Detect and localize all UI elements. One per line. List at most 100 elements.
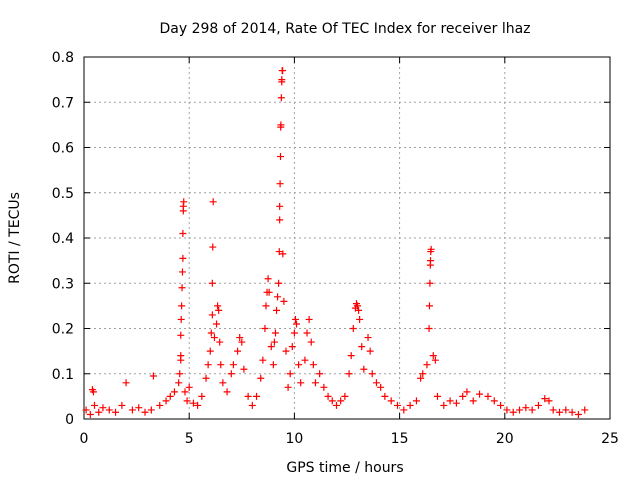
data-point [86, 410, 94, 418]
data-point [400, 406, 408, 414]
data-point [181, 388, 189, 396]
data-point [328, 397, 336, 405]
data-point [522, 404, 530, 412]
data-point [284, 383, 292, 391]
data-point [368, 370, 376, 378]
x-tick-label: 25 [601, 431, 619, 447]
data-point [282, 347, 290, 355]
data-point [180, 198, 188, 206]
data-point [278, 76, 286, 84]
data-point [179, 229, 187, 237]
data-point [206, 347, 214, 355]
data-point [345, 370, 353, 378]
data-point [214, 302, 222, 310]
y-tick-label: 0.3 [52, 276, 74, 292]
data-point [426, 279, 434, 287]
data-point [341, 392, 349, 400]
grid [84, 57, 610, 419]
data-point [274, 293, 282, 301]
data-point [178, 268, 186, 276]
data-point [227, 370, 235, 378]
x-axis: 0 5 10 15 20 25 [80, 57, 619, 447]
x-tick-label: 5 [185, 431, 194, 447]
data-point [372, 379, 380, 387]
data-point [320, 383, 328, 391]
data-point [269, 361, 277, 369]
x-tick-label: 20 [496, 431, 514, 447]
data-point [112, 408, 120, 416]
data-point [177, 315, 185, 323]
data-point [293, 320, 301, 328]
data-point [267, 343, 275, 351]
data-point [427, 245, 435, 253]
data-point [166, 392, 174, 400]
data-point [431, 356, 439, 364]
data-point [288, 343, 296, 351]
x-tick-label: 10 [285, 431, 303, 447]
data-point [244, 392, 252, 400]
data-point [490, 397, 498, 405]
data-point [406, 401, 414, 409]
data-point [177, 331, 185, 339]
data-point [162, 397, 170, 405]
data-point [297, 379, 305, 387]
data-point [417, 374, 425, 382]
data-point [215, 306, 223, 314]
data-point [279, 250, 287, 258]
data-point [503, 406, 511, 414]
data-point [516, 406, 524, 414]
data-point [419, 370, 427, 378]
data-point [273, 306, 281, 314]
data-point [236, 334, 244, 342]
data-point [277, 94, 285, 102]
data-point [189, 399, 197, 407]
data-point [311, 379, 319, 387]
data-point [276, 202, 284, 210]
data-point [332, 401, 340, 409]
y-tick-label: 0.5 [52, 186, 74, 202]
data-point [176, 370, 184, 378]
y-tick-label: 0 [65, 412, 74, 428]
data-point [99, 404, 107, 412]
data-point [149, 372, 157, 380]
data-point [528, 406, 536, 414]
data-point [105, 406, 113, 414]
chart-title: Day 298 of 2014, Rate Of TEC Index for r… [159, 21, 530, 37]
data-point [128, 406, 136, 414]
data-point [381, 392, 389, 400]
data-point [545, 397, 553, 405]
data-point [271, 329, 279, 337]
data-point [82, 406, 90, 414]
data-point [89, 388, 97, 396]
data-point [147, 406, 155, 414]
data-point [574, 410, 582, 418]
data-point [387, 397, 395, 405]
data-point [446, 397, 454, 405]
data-point [264, 275, 272, 283]
data-point [216, 338, 224, 346]
data-point [355, 306, 363, 314]
data-point [259, 356, 267, 364]
data-point [440, 401, 448, 409]
data-point [275, 248, 283, 256]
y-tick-label: 0.8 [52, 50, 74, 66]
data-point [337, 397, 345, 405]
data-point [234, 347, 242, 355]
data-point [286, 370, 294, 378]
data-point [265, 288, 273, 296]
data-point [177, 352, 185, 360]
data-point [238, 338, 246, 346]
data-point [309, 361, 317, 369]
data-point [509, 408, 517, 416]
data-point [423, 361, 431, 369]
data-point [324, 392, 332, 400]
data-point [178, 284, 186, 292]
data-point [175, 379, 183, 387]
data-point [183, 397, 191, 405]
data-point [219, 379, 227, 387]
data-point [95, 408, 103, 416]
data-point [208, 311, 216, 319]
x-tick-label: 0 [80, 431, 89, 447]
data-point [170, 388, 178, 396]
